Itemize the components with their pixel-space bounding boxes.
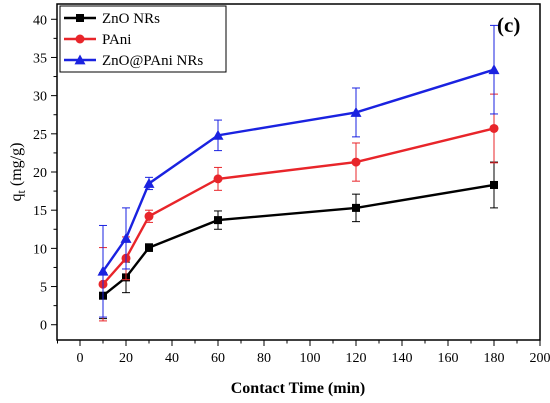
panel-label: (c) [497, 13, 520, 37]
data-point [351, 157, 361, 167]
legend-item: ZnO NRs [64, 11, 160, 27]
y-axis-title: qt (mg/g) [8, 143, 28, 202]
series-layer [97, 24, 500, 322]
x-tick-label: 160 [438, 351, 459, 366]
legend-item: ZnO@PAni NRs [64, 53, 203, 69]
x-tick-label: 120 [346, 351, 367, 366]
legend-marker [75, 34, 85, 44]
y-tick-label: 35 [33, 51, 47, 66]
data-point [352, 203, 360, 212]
series-line [102, 68, 495, 272]
x-tick-label: 40 [165, 351, 179, 366]
legend-label: ZnO NRs [102, 11, 160, 27]
y-axis-title-sub: t [14, 189, 28, 193]
data-point [97, 265, 109, 276]
legend-label: PAni [102, 32, 131, 48]
series-line [102, 127, 495, 286]
x-tick-label: 80 [257, 351, 271, 366]
x-tick-label: 100 [300, 351, 321, 366]
x-axis-title: Contact Time (min) [231, 380, 366, 397]
data-point [489, 123, 499, 133]
data-point [144, 211, 154, 221]
legend: ZnO NRs PAni ZnO@PAni NRs [59, 5, 227, 73]
data-point [143, 177, 155, 188]
data-point [120, 232, 132, 243]
series-0 [99, 161, 498, 320]
x-axis: 0 20 40 60 80 100 120 140 160 180 200 [57, 340, 550, 366]
y-tick-label: 30 [33, 90, 47, 105]
legend-marker [76, 14, 84, 22]
y-axis-title-main: q [8, 193, 25, 201]
x-tick-label: 200 [530, 351, 550, 366]
y-tick-label: 25 [33, 128, 47, 143]
y-axis: 0 5 10 15 20 25 30 35 40 [33, 13, 57, 334]
data-point [145, 243, 153, 252]
y-tick-label: 40 [33, 13, 47, 28]
data-point [488, 64, 500, 75]
data-point [490, 180, 498, 189]
x-tick-label: 60 [211, 351, 225, 366]
data-point [214, 216, 222, 225]
y-tick-label: 15 [33, 204, 47, 219]
y-tick-label: 10 [33, 242, 47, 257]
series-line [102, 183, 495, 297]
y-tick-label: 5 [40, 281, 47, 296]
legend-items: ZnO NRs PAni ZnO@PAni NRs [64, 11, 203, 69]
x-tick-label: 180 [484, 351, 505, 366]
legend-item: PAni [64, 32, 131, 48]
x-tick-label: 140 [392, 351, 413, 366]
x-tick-label: 20 [119, 351, 133, 366]
series-1 [98, 93, 499, 322]
legend-label: ZnO@PAni NRs [102, 53, 203, 69]
y-tick-label: 0 [40, 319, 47, 334]
series-2 [97, 24, 500, 318]
data-point [212, 129, 224, 140]
data-point [213, 174, 223, 184]
y-axis-title-unit: (mg/g) [8, 143, 25, 191]
y-tick-label: 20 [33, 166, 47, 181]
legend-marker [74, 54, 86, 65]
x-tick-label: 0 [77, 351, 84, 366]
data-point [350, 106, 362, 117]
